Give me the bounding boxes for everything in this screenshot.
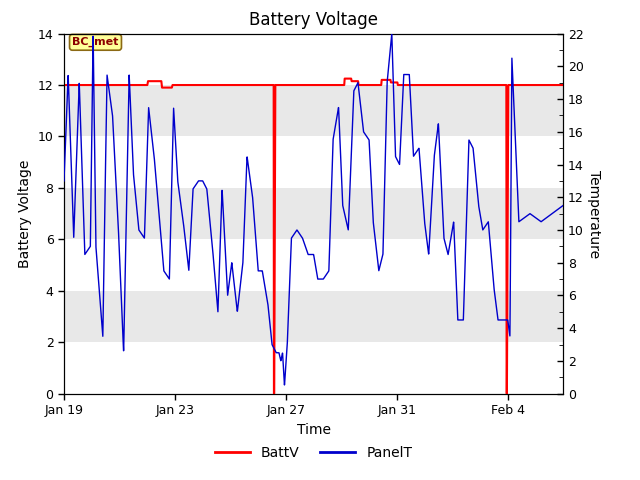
Y-axis label: Battery Voltage: Battery Voltage <box>18 159 32 268</box>
Text: BC_met: BC_met <box>72 37 118 48</box>
Y-axis label: Temperature: Temperature <box>587 169 600 258</box>
Bar <box>64 85 563 136</box>
Bar <box>64 342 563 394</box>
Legend: BattV, PanelT: BattV, PanelT <box>209 441 418 466</box>
Bar <box>64 240 563 291</box>
Bar <box>64 34 563 85</box>
Title: Battery Voltage: Battery Voltage <box>249 11 378 29</box>
Bar <box>64 136 563 188</box>
Bar <box>64 188 563 240</box>
X-axis label: Time: Time <box>296 422 331 437</box>
Bar <box>64 291 563 342</box>
